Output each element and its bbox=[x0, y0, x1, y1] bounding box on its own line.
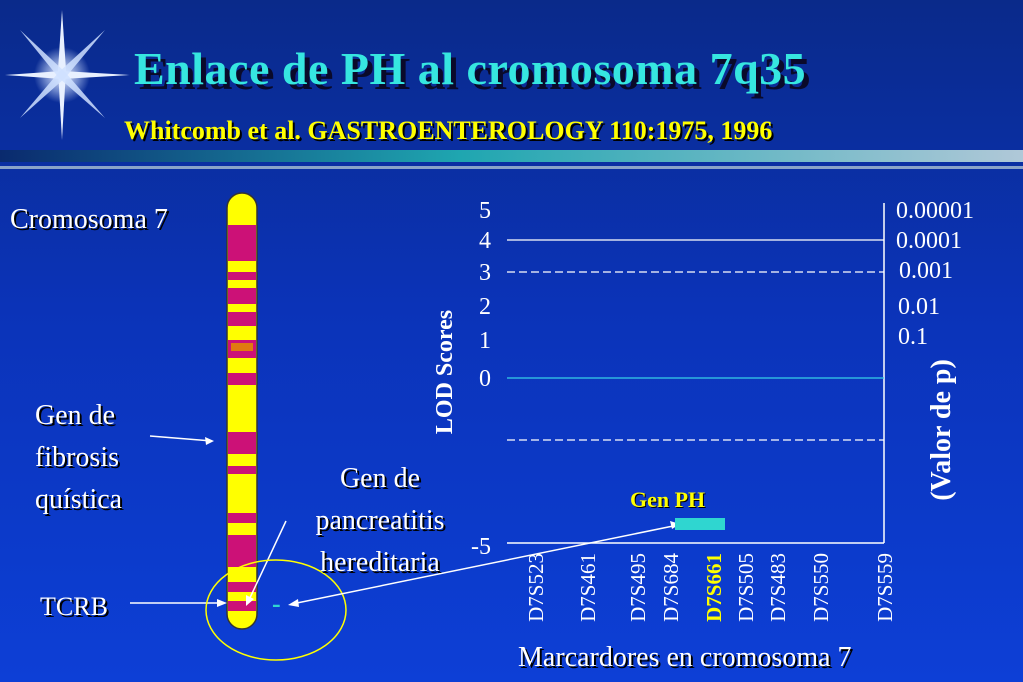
cf-gene-label-line: fibrosis bbox=[35, 442, 119, 473]
y2-axis-title: (Valor de p) bbox=[926, 359, 957, 501]
x-tick-label: D7S495 bbox=[626, 553, 650, 622]
y-tick-labels: 5 4 3 2 1 0 -5 bbox=[471, 198, 491, 560]
tcrb-label: TCRB bbox=[40, 592, 108, 621]
y-tick-label: 1 bbox=[479, 328, 491, 354]
y-tick-label: 4 bbox=[479, 228, 491, 254]
y2-tick-label: 0.0001 bbox=[896, 228, 962, 254]
x-tick-label: D7S505 bbox=[734, 553, 758, 622]
pancreatitis-label-line: Gen de bbox=[339, 463, 421, 494]
chromosome-7 bbox=[226, 192, 258, 630]
genph-annotation: Gen PH bbox=[630, 487, 706, 512]
y2-tick-label: 0.001 bbox=[899, 258, 953, 284]
x-tick-labels: D7S523 D7S461 D7S495 D7S684 D7S661 D7S505 D7S4… bbox=[524, 553, 897, 622]
y-tick-label: 3 bbox=[479, 260, 491, 286]
y-tick-label: 2 bbox=[479, 294, 491, 320]
genph-link-arrow bbox=[291, 524, 679, 605]
marker-dash: - bbox=[272, 589, 281, 618]
reference-lines bbox=[507, 239, 884, 441]
pancreatitis-label-line: pancreatitis bbox=[315, 505, 445, 536]
slide-subtitle: Whitcomb et al. GASTROENTEROLOGY 110:197… bbox=[124, 116, 773, 145]
y2-tick-labels: 0.00001 0.0001 0.001 0.01 0.1 bbox=[896, 198, 974, 350]
genph-bar bbox=[675, 518, 725, 530]
x-tick-label: D7S550 bbox=[809, 553, 833, 622]
x-tick-label: D7S461 bbox=[576, 553, 600, 622]
header-divider-thin bbox=[0, 166, 1023, 169]
slide-title: Enlace de PH al cromosoma 7q35 bbox=[134, 43, 807, 94]
tcrb-region-ellipse bbox=[205, 559, 347, 661]
y-tick-label: 5 bbox=[479, 198, 491, 224]
y-tick-label: -5 bbox=[471, 534, 491, 560]
starburst-logo bbox=[5, 10, 130, 140]
y2-tick-label: 0.00001 bbox=[896, 198, 974, 224]
cf-gene-label: Gen de fibrosis quística bbox=[35, 395, 122, 521]
cf-gene-arrow bbox=[149, 435, 213, 442]
y2-tick-label: 0.1 bbox=[898, 324, 928, 350]
chromosome-label: Cromosoma 7 bbox=[10, 204, 168, 235]
pancreatitis-gene-arrow bbox=[247, 520, 287, 603]
x-tick-label: D7S559 bbox=[873, 553, 897, 622]
pancreatitis-label-line: hereditaria bbox=[320, 547, 440, 578]
x-tick-label: D7S661 bbox=[702, 553, 726, 622]
y2-tick-label: 0.01 bbox=[898, 294, 940, 320]
x-tick-label: D7S684 bbox=[659, 553, 683, 622]
cf-gene-label-line: Gen de bbox=[35, 400, 116, 431]
y-tick-label: 0 bbox=[479, 366, 491, 392]
x-tick-label: D7S483 bbox=[766, 553, 790, 622]
x-axis-title: Marcardores en cromosoma 7 bbox=[518, 642, 852, 673]
cf-gene-label-line: quística bbox=[35, 484, 123, 515]
header-divider bbox=[0, 150, 1023, 162]
pancreatitis-gene-label: Gen de pancreatitis hereditaria bbox=[295, 458, 465, 584]
y-axis-title: LOD Scores bbox=[432, 310, 458, 434]
x-tick-label: D7S523 bbox=[524, 553, 548, 622]
